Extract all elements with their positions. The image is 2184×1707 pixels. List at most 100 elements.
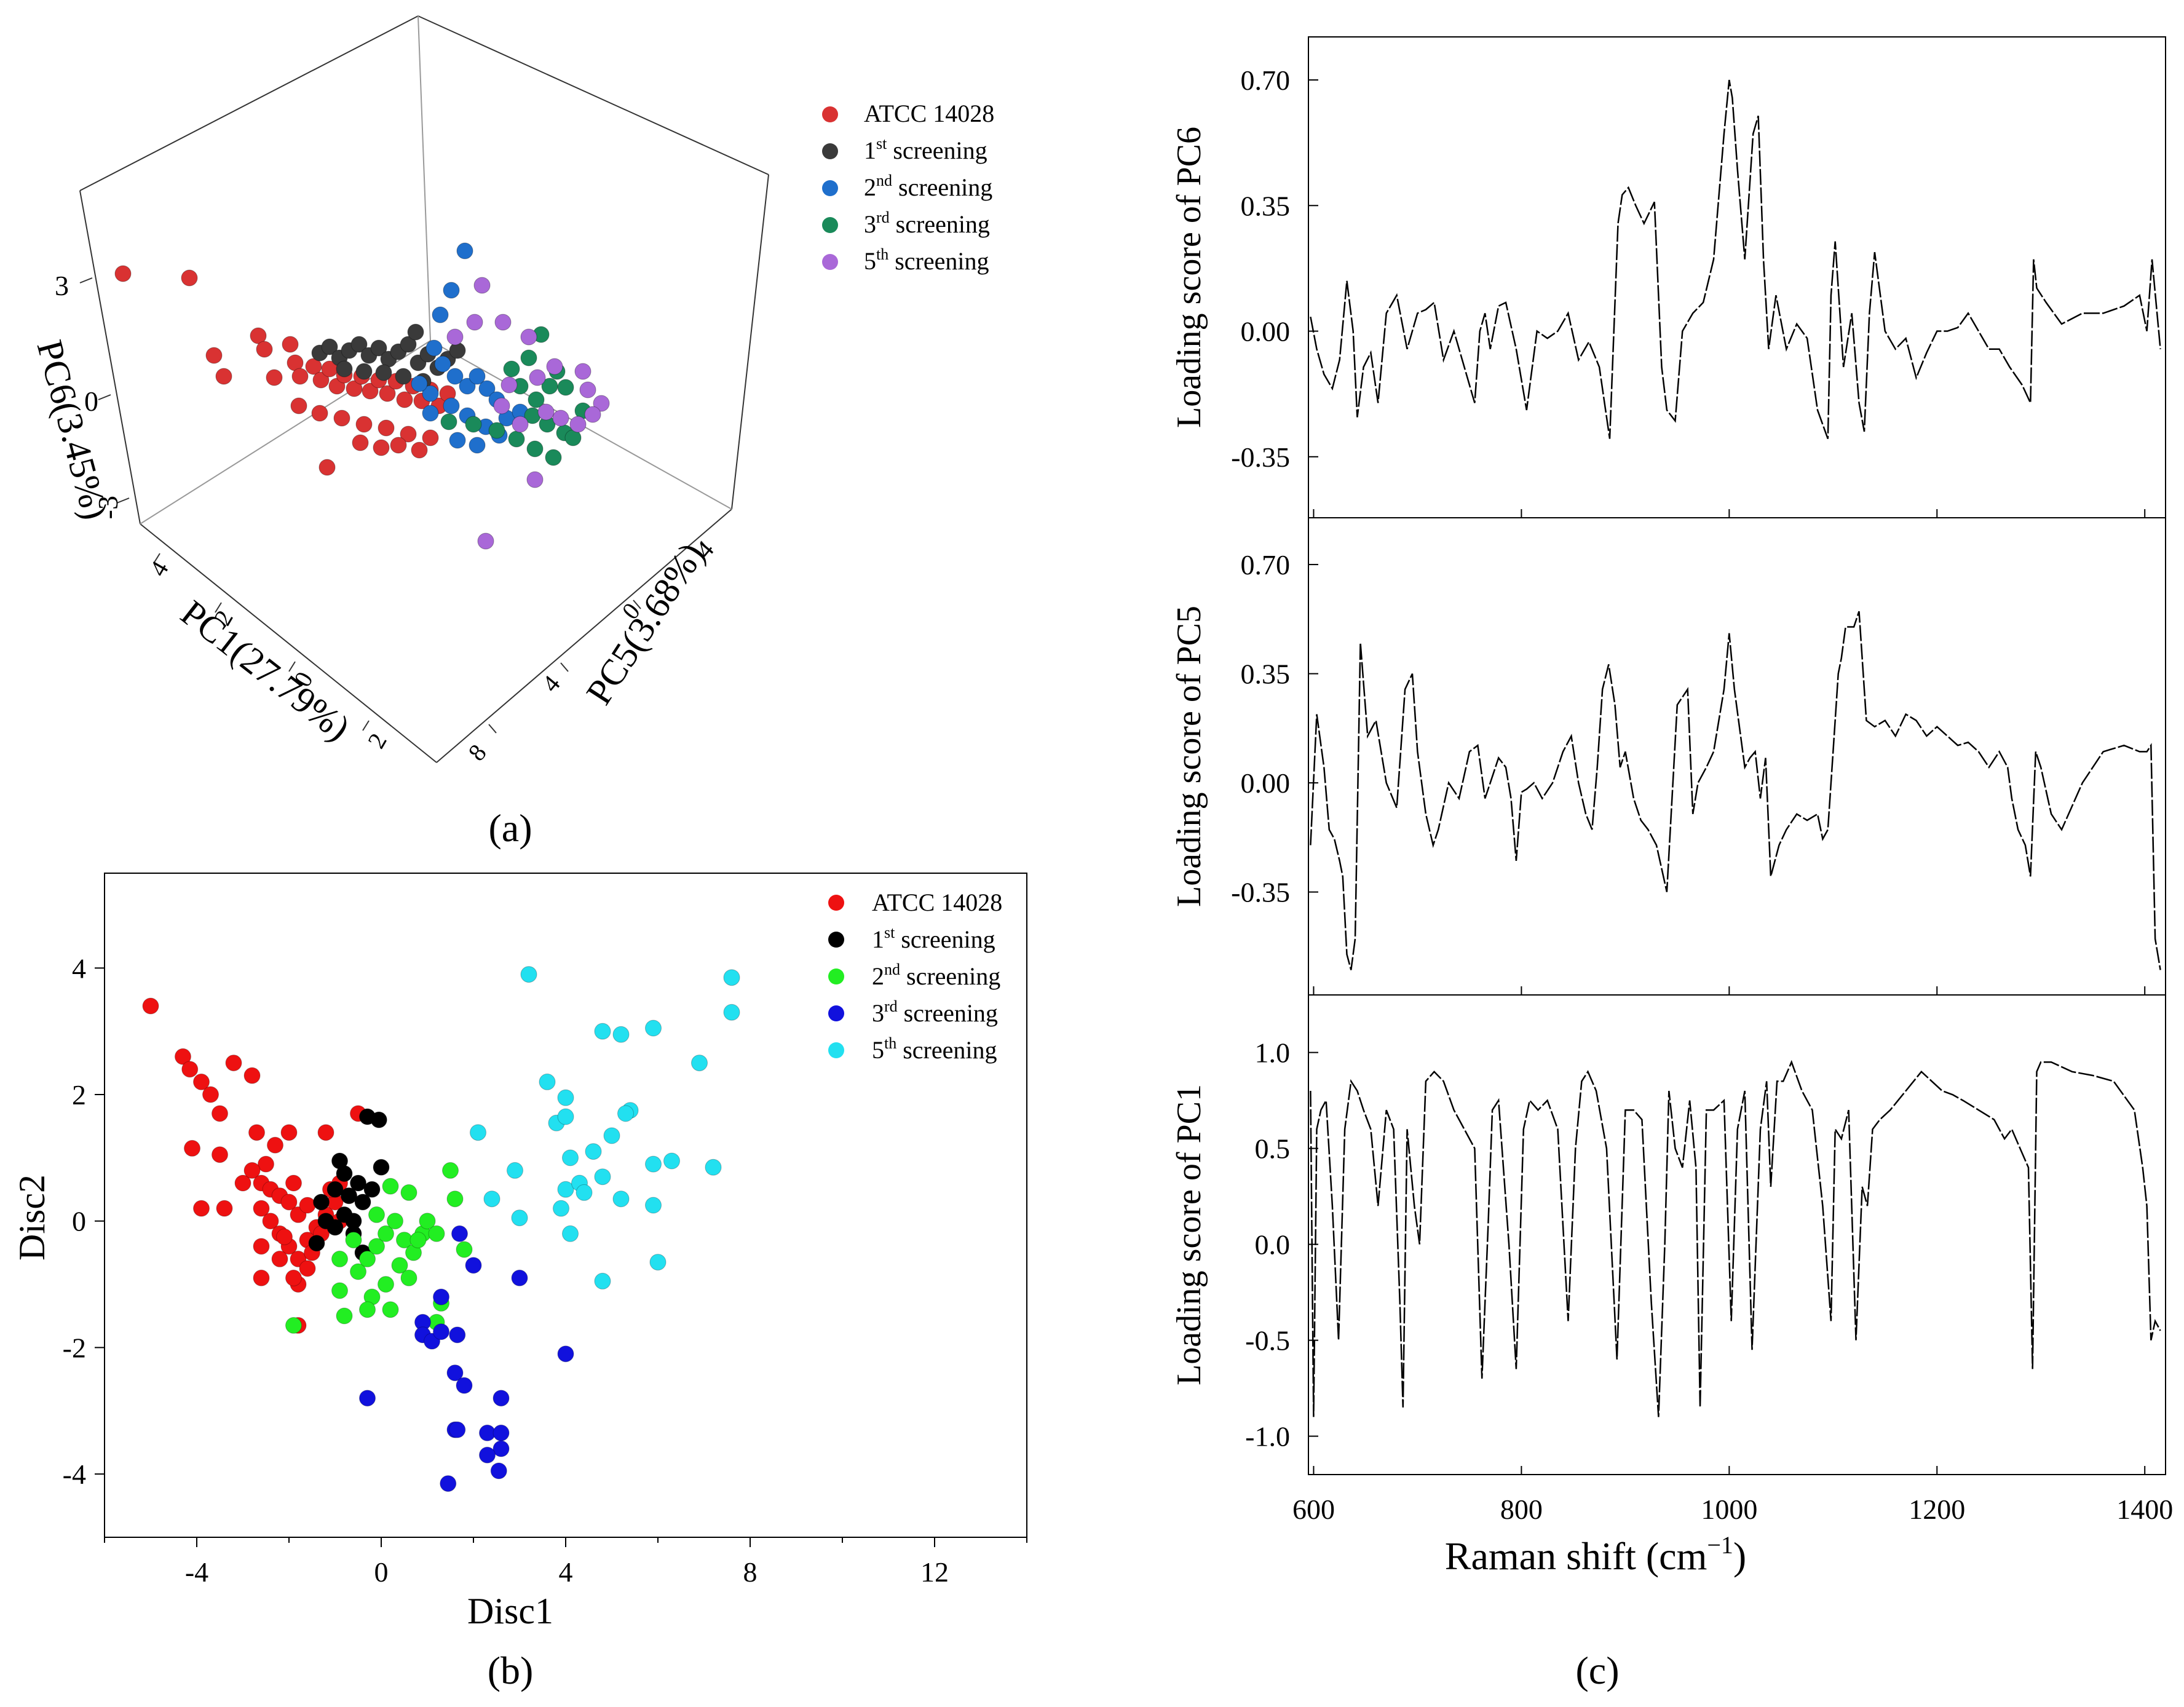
b-point-2-28	[345, 1232, 362, 1249]
b-point-2-29	[331, 1250, 348, 1267]
b-point-1-4	[350, 1174, 366, 1192]
legend-text-part-2: screening	[888, 247, 989, 275]
b-x-tick-label-2: 4	[559, 1556, 573, 1588]
a-point-0-28	[311, 405, 328, 422]
b-point-2-4	[359, 1250, 376, 1267]
b-point-3-8	[449, 1326, 466, 1344]
b-point-0-8	[184, 1139, 200, 1157]
b-point-4-28	[562, 1225, 579, 1242]
b-point-0-35	[253, 1238, 270, 1255]
c-subplot-pc6: 0.70 0.35 0.00 -0.35	[1231, 36, 2166, 518]
b-point-4-4	[612, 1026, 630, 1043]
b-point-3-17	[493, 1424, 510, 1441]
b-y-tick-label-0: -4	[63, 1459, 86, 1490]
b-point-0-48	[276, 1228, 293, 1245]
b-point-4-23	[663, 1152, 680, 1170]
b-point-2-15	[382, 1301, 399, 1318]
a-z-tick-mark-2	[116, 497, 130, 504]
b-point-0-49	[285, 1174, 302, 1192]
legend-text-part-0: 5	[872, 1036, 884, 1064]
c-2-ytick-label-1: 0.5	[1255, 1133, 1291, 1165]
a-point-3-16	[545, 449, 562, 466]
a-legend-label-3rd: 3rd screening	[864, 208, 990, 238]
legend-text-part-1: rd	[884, 997, 898, 1015]
b-point-0-0	[142, 997, 159, 1015]
b-point-2-6	[378, 1225, 394, 1242]
a-legend-label-1st: 1st screening	[864, 135, 987, 164]
b-point-2-27	[368, 1206, 385, 1223]
a-point-0-11	[312, 371, 330, 389]
b-point-2-7	[387, 1213, 403, 1230]
b-point-0-3	[193, 1073, 210, 1090]
b-point-0-24	[253, 1200, 270, 1217]
b-point-2-1	[336, 1307, 353, 1325]
a-point-4-11	[501, 376, 518, 394]
a-y-tick-mark-3	[488, 724, 497, 734]
c-2-ytick-label-2: 0.0	[1255, 1229, 1291, 1261]
b-legend-marker-1st	[828, 932, 844, 948]
panel-a-3d-scatter: 3 0 -3 PC6(3.45%) 4 2 0 2 PC1(27.79%) 4 …	[29, 15, 994, 850]
a-point-0-29	[333, 410, 350, 427]
a-point-1-12	[336, 360, 353, 378]
a-y-tick-mark-1	[633, 600, 641, 609]
b-point-3-18	[493, 1440, 510, 1457]
c-1-ytick-label-1: 0.35	[1241, 659, 1291, 690]
b-point-0-17	[243, 1162, 261, 1179]
a-point-4-16	[569, 416, 587, 433]
b-point-0-34	[216, 1200, 233, 1217]
a-legend-label-5th: 5th screening	[864, 245, 989, 275]
a-z-axis-label: PC6(3.45%)	[29, 336, 116, 523]
c-0-ytick-label-0: 0.70	[1241, 65, 1291, 96]
a-point-0-2	[205, 347, 223, 364]
a-point-3-4	[528, 391, 545, 408]
a-point-2-2	[432, 306, 449, 323]
legend-text-part-2: screening	[900, 962, 1000, 990]
b-y-tick-label-4: 4	[72, 953, 86, 984]
a-x-tick-1: 4	[144, 556, 174, 581]
b-y-tick-label-3: 2	[72, 1079, 86, 1111]
b-point-4-25	[612, 1190, 630, 1208]
b-point-1-1	[370, 1111, 387, 1128]
b-point-1-9	[326, 1219, 344, 1236]
a-point-3-7	[557, 379, 574, 396]
b-point-3-21	[440, 1475, 457, 1492]
a-point-0-3	[215, 368, 232, 385]
a-point-2-4	[434, 355, 451, 373]
panel-b-label: (b)	[488, 1649, 534, 1692]
a-z-tick-0: 0	[84, 386, 98, 417]
c-subplot-pc1: 1.0 0.5 0.0 -0.5 -1.0	[1245, 994, 2166, 1475]
c-xtick-label-2: 1000	[1701, 1494, 1757, 1525]
a-point-3-14	[508, 430, 525, 448]
a-legend-label-2nd: 2nd screening	[864, 172, 992, 201]
b-point-2-25	[382, 1178, 399, 1195]
a-point-4-6	[574, 363, 592, 380]
b-point-1-14	[373, 1158, 390, 1176]
b-point-0-36	[271, 1250, 288, 1267]
a-point-0-37	[390, 437, 407, 454]
b-point-4-0	[520, 966, 537, 983]
a-point-0-31	[378, 419, 395, 437]
c-0-ytick-label-3: -0.35	[1231, 442, 1290, 473]
a-point-2-1	[443, 282, 460, 299]
c-0-ytick-label-2: 0.00	[1241, 316, 1291, 347]
a-point-3-2	[503, 360, 520, 378]
b-point-2-14	[359, 1301, 376, 1318]
a-point-3-11	[440, 413, 457, 430]
c-xtick-label-1: 800	[1500, 1494, 1543, 1525]
b-point-2-24	[456, 1241, 473, 1258]
legend-text-part-0: 2	[872, 962, 884, 990]
b-legend-label-2nd: 2nd screening	[872, 960, 1000, 990]
b-legend-marker-3rd	[828, 1005, 844, 1021]
a-point-0-9	[291, 368, 309, 385]
a-point-4-0	[473, 277, 491, 294]
a-x-tick-4: 2	[362, 729, 392, 753]
b-point-3-7	[433, 1323, 449, 1341]
b-point-2-3	[350, 1263, 366, 1280]
b-point-4-31	[594, 1272, 611, 1289]
b-point-4-16	[470, 1124, 486, 1141]
b-legend-label-1st: 1st screening	[872, 924, 995, 953]
b-point-2-26	[400, 1184, 417, 1201]
b-point-0-12	[280, 1124, 298, 1141]
b-y-axis-label: Disc2	[12, 1174, 52, 1261]
